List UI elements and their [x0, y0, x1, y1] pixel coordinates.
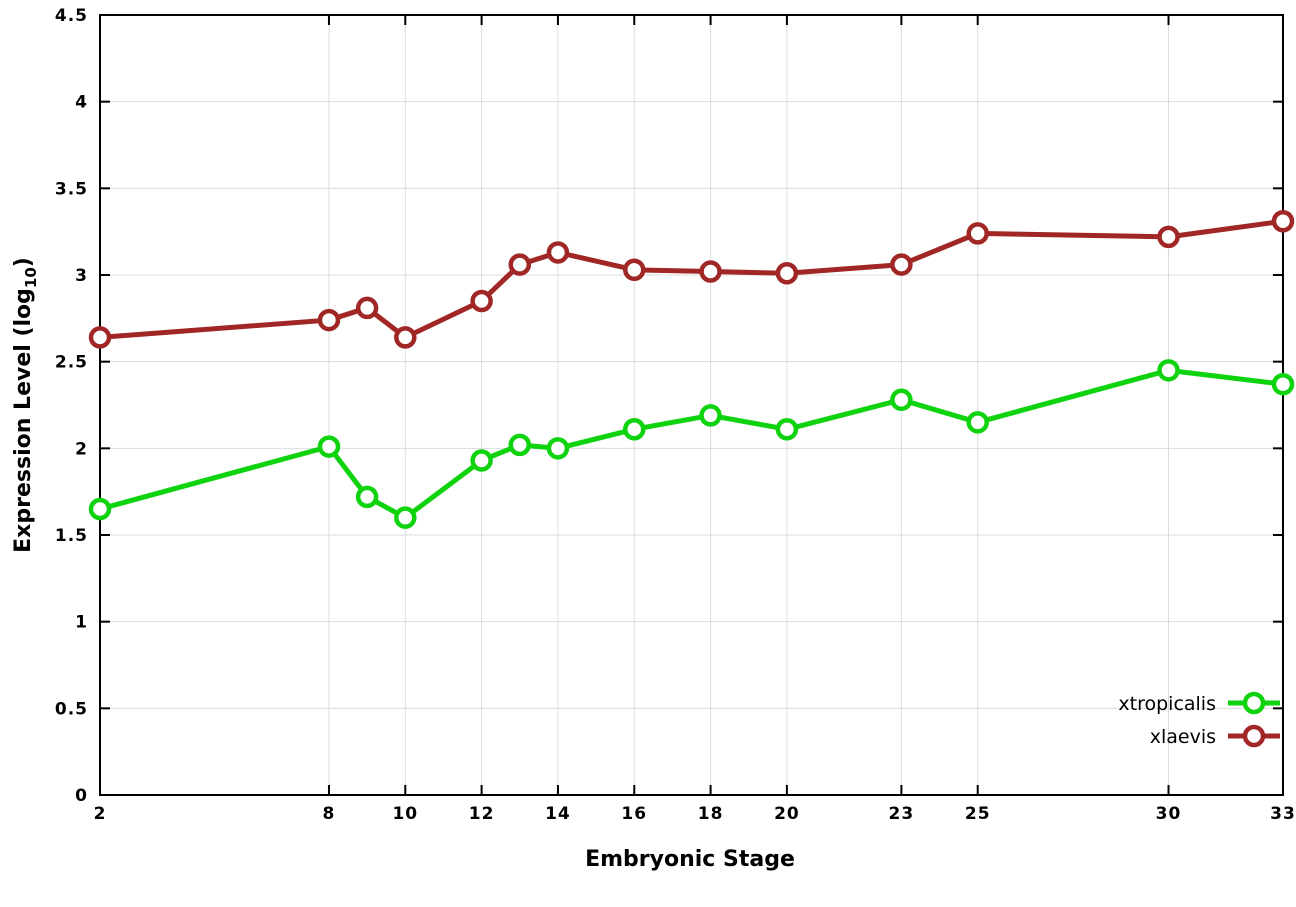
y-axis-title: Expression Level (log10) [11, 257, 40, 553]
data-point-xtropicalis [470, 449, 493, 472]
data-point-xtropicalis [88, 497, 112, 521]
series-line-xlaevis [97, 218, 1286, 340]
y-tick-label: 1 [75, 613, 88, 633]
data-point-xlaevis [546, 241, 570, 264]
data-point-xlaevis [508, 253, 532, 276]
legend-marker-xtropicalis [1242, 691, 1266, 715]
legend-marker-xlaevis [1242, 724, 1266, 748]
x-axis-title: Embryonic Stage [585, 847, 795, 872]
data-point-xtropicalis [699, 404, 722, 427]
x-tick-label: 10 [392, 804, 418, 824]
data-point-xlaevis [355, 296, 379, 320]
data-point-xtropicalis [546, 437, 570, 460]
y-axis-title-subscript: 10 [22, 267, 40, 288]
data-point-xlaevis [394, 326, 417, 349]
plot-area: 2 8 10 12 14 16 18 20 23 25 30 33 0 0.5 1 1.5 2 2.5 3 3.5 4 4… [55, 6, 1296, 824]
y-tick-label: 3.5 [55, 179, 88, 199]
data-point-xtropicalis [1271, 372, 1295, 396]
x-tick-label: 25 [965, 804, 991, 824]
x-tick-label: 18 [698, 804, 724, 824]
data-point-xtropicalis [623, 418, 646, 441]
x-tick-label: 30 [1156, 804, 1182, 824]
data-point-xlaevis [966, 222, 989, 245]
data-point-xlaevis [1157, 225, 1180, 249]
data-point-xtropicalis [508, 433, 532, 457]
legend-label-xlaevis: xlaevis [1150, 726, 1216, 748]
y-tick-label: 4 [75, 93, 88, 113]
series-line-xtropicalis [97, 367, 1286, 521]
y-tick-label: 4.5 [55, 6, 88, 26]
data-point-xtropicalis [355, 485, 379, 509]
y-axis-title-close: ) [11, 257, 36, 267]
y-axis-title-text: Expression Level (log [11, 288, 36, 553]
data-point-xtropicalis [775, 418, 799, 441]
x-tick-label: 8 [323, 804, 336, 824]
grid [99, 14, 1284, 796]
data-point-xtropicalis [1157, 359, 1180, 382]
data-point-xlaevis [623, 258, 646, 282]
data-point-xlaevis [317, 308, 341, 332]
data-point-xtropicalis [890, 388, 913, 412]
data-point-xlaevis [890, 253, 913, 276]
data-point-xlaevis [88, 326, 112, 349]
x-tick-label: 12 [469, 804, 495, 824]
plot-border [99, 14, 1284, 796]
x-tick-label: 33 [1270, 804, 1296, 824]
y-tick-label: 0.5 [55, 699, 88, 719]
y-tick-label: 2.5 [55, 353, 88, 373]
x-tick-label: 16 [621, 804, 647, 824]
data-point-xlaevis [699, 260, 722, 283]
legend-label-xtropicalis: xtropicalis [1118, 693, 1216, 715]
data-point-xtropicalis [317, 435, 341, 458]
y-tick-label: 3 [75, 266, 88, 286]
x-tick-label: 2 [94, 804, 107, 824]
series-xtropicalis [88, 359, 1295, 529]
axis-ticks [99, 14, 1284, 796]
series-xlaevis [88, 210, 1295, 349]
legend: xtropicalis xlaevis [1118, 691, 1280, 748]
x-tick-label: 23 [889, 804, 915, 824]
y-tick-label: 0 [75, 786, 88, 806]
y-tick-label: 2 [75, 439, 88, 459]
data-point-xtropicalis [394, 506, 417, 529]
y-tick-label: 1.5 [55, 526, 88, 546]
data-point-xlaevis [775, 262, 799, 285]
x-tick-label: 20 [774, 804, 800, 824]
data-point-xlaevis [1271, 210, 1295, 233]
x-tick-label: 14 [545, 804, 571, 824]
data-point-xtropicalis [966, 411, 989, 434]
data-point-xlaevis [470, 289, 493, 313]
